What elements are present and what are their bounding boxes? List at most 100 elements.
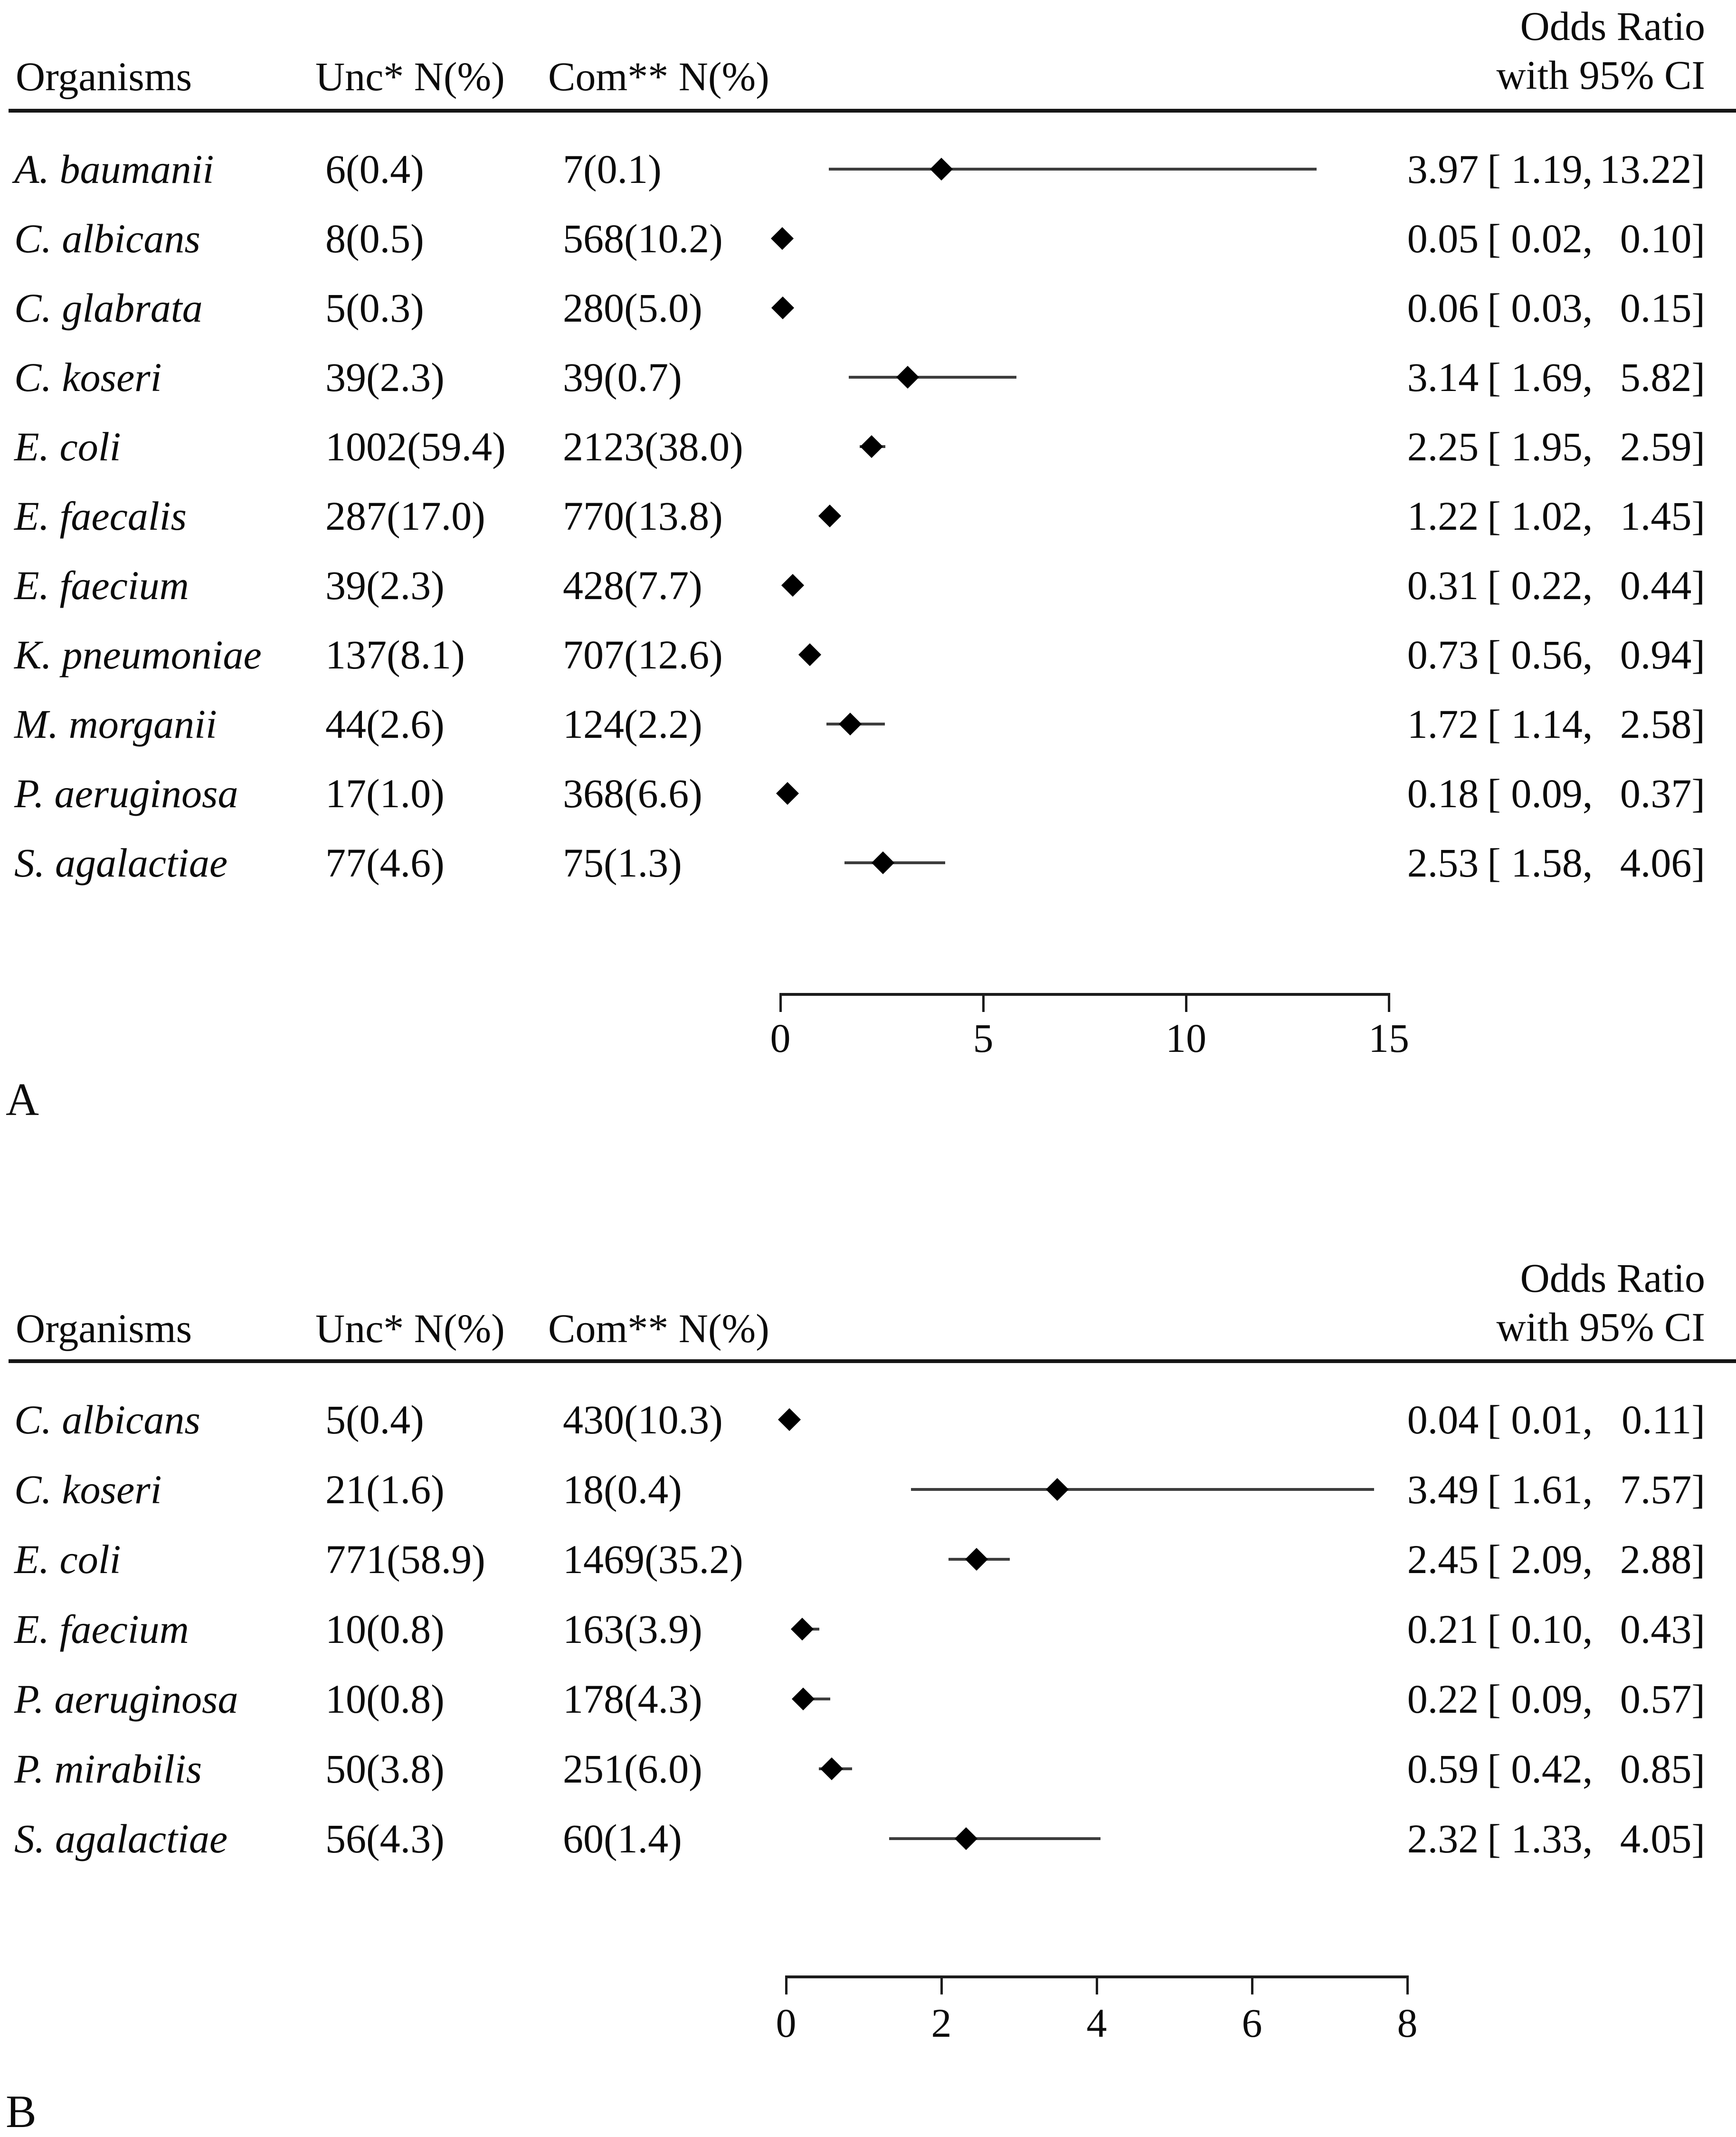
or-value: 0.59 [1407,1746,1479,1792]
organism-label: A. baumanii [14,146,214,192]
diamond-marker-icon [781,573,805,597]
unc-value: 10(0.8) [325,1676,445,1722]
open-bracket: [ [1487,216,1501,261]
close-bracket: ] [1691,771,1705,816]
x-axis-tick-label: 15 [1368,1015,1409,1061]
ci-high-value: 0.11 [1622,1397,1692,1442]
open-bracket: [ [1487,1606,1501,1652]
diamond-marker-icon [771,296,795,320]
organism-label: P. aeruginosa [14,771,238,816]
ci-low-value: 1.58 [1511,840,1583,886]
panel-b-col-header-com: Com** N(%) [548,1306,769,1351]
or-value: 0.22 [1407,1676,1479,1722]
close-bracket: ] [1691,1397,1705,1442]
unc-value: 56(4.3) [325,1816,445,1861]
ci-line [828,168,1317,171]
ci-high-value: 0.15 [1620,285,1692,331]
open-bracket: [ [1487,424,1501,469]
ci-high-value: 0.10 [1620,216,1692,261]
panel-b-col-header-organisms: Organisms [16,1306,192,1351]
or-value: 0.73 [1407,632,1479,677]
close-bracket: ] [1691,1536,1705,1582]
x-axis-tick [1388,993,1390,1012]
ci-high-value: 0.44 [1620,563,1692,608]
ci-line [849,376,1016,379]
ci-high-value: 0.94 [1620,632,1692,677]
comma: , [1582,493,1593,539]
close-bracket: ] [1691,216,1705,261]
close-bracket: ] [1691,563,1705,608]
com-value: 18(0.4) [563,1467,682,1512]
or-value: 0.05 [1407,216,1479,261]
or-ci-text: 2.45[2.09, 2.88] [1400,1539,1705,1580]
x-axis-tick-label: 10 [1166,1015,1206,1061]
diamond-marker-icon [791,1617,814,1641]
or-ci-text: 3.97[1.19, 13.22] [1400,149,1705,190]
com-value: 163(3.9) [563,1606,702,1652]
com-value: 770(13.8) [563,493,723,539]
com-value: 1469(35.2) [563,1536,743,1582]
organism-label: C. albicans [14,1397,200,1442]
diamond-marker-icon [818,504,842,528]
x-axis-tick [1406,1975,1409,1994]
comma: , [1582,146,1593,192]
x-axis-tick [982,993,985,1012]
diamond-marker-icon [955,1827,978,1851]
or-value: 3.49 [1407,1467,1479,1512]
or-ci-text: 0.73[0.56, 0.94] [1400,634,1705,675]
x-axis-tick [779,993,782,1012]
diamond-marker-icon [1045,1478,1069,1501]
ci-high-value: 0.85 [1620,1746,1692,1792]
or-value: 2.25 [1407,424,1479,469]
open-bracket: [ [1487,840,1501,886]
diamond-marker-icon [860,435,883,458]
ci-high-value: 2.88 [1620,1536,1692,1582]
ci-low-value: 1.69 [1511,354,1583,400]
ci-low-value: 1.95 [1511,424,1583,469]
organism-label: M. morganii [14,701,217,747]
diamond-marker-icon [771,227,794,250]
ci-low-value: 0.10 [1511,1606,1583,1652]
or-ci-text: 0.06[0.03, 0.15] [1400,287,1705,328]
or-ci-text: 0.05[0.02, 0.10] [1400,218,1705,259]
ci-high-value: 4.06 [1620,840,1692,886]
com-value: 251(6.0) [563,1746,702,1792]
diamond-marker-icon [838,712,862,736]
organism-label: E. coli [14,1536,121,1582]
unc-value: 5(0.4) [325,1397,424,1442]
or-ci-text: 0.04[0.01, 0.11] [1400,1399,1705,1440]
or-value: 2.32 [1407,1816,1479,1861]
com-value: 368(6.6) [563,771,702,816]
open-bracket: [ [1487,1397,1501,1442]
organism-label: C. albicans [14,216,200,261]
ci-line [889,1837,1101,1840]
or-ci-text: 1.72[1.14, 2.58] [1400,704,1705,744]
open-bracket: [ [1487,1676,1501,1722]
com-value: 2123(38.0) [563,424,743,469]
diamond-marker-icon [778,1408,801,1431]
ci-high-value: 2.59 [1620,424,1692,469]
organism-label: S. agalactiae [14,840,228,886]
close-bracket: ] [1691,146,1705,192]
close-bracket: ] [1691,1676,1705,1722]
close-bracket: ] [1691,1746,1705,1792]
or-value: 1.22 [1407,493,1479,539]
or-ci-text: 2.32[1.33, 4.05] [1400,1818,1705,1859]
comma: , [1582,354,1593,400]
open-bracket: [ [1487,146,1501,192]
comma: , [1582,1606,1593,1652]
diamond-marker-icon [930,157,953,181]
com-value: 430(10.3) [563,1397,723,1442]
diamond-marker-icon [776,782,799,805]
close-bracket: ] [1691,424,1705,469]
unc-value: 50(3.8) [325,1746,445,1792]
close-bracket: ] [1691,1606,1705,1652]
or-value: 0.06 [1407,285,1479,331]
panel-a-col-header-organisms: Organisms [16,54,192,99]
unc-value: 137(8.1) [325,632,465,677]
x-axis-tick [940,1975,943,1994]
ci-low-value: 1.61 [1511,1467,1583,1512]
comma: , [1582,1536,1593,1582]
panel-a-col-header-com: Com** N(%) [548,54,769,99]
ci-high-value: 0.37 [1620,771,1692,816]
